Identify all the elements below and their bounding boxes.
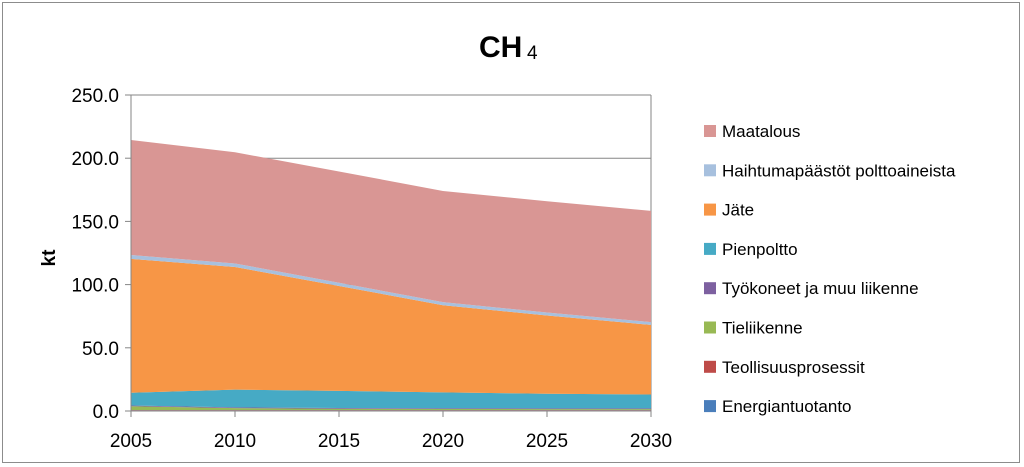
chart-title-main: CH <box>479 31 522 64</box>
legend-item-pienpoltto: Pienpoltto <box>704 240 798 259</box>
legend-label: Haihtumapäästöt polttoaineista <box>722 161 956 180</box>
x-tick-label-5: 2030 <box>630 431 672 452</box>
area-series <box>131 139 651 411</box>
legend-label: Tieliikenne <box>722 319 803 338</box>
ch4-area-chart: CH 4 kt 0.0 50.0 100.0 150.0 200.0 250.0 2005 2… <box>39 31 956 452</box>
legend-swatch <box>704 242 716 255</box>
x-tick-label-0: 2005 <box>110 431 152 452</box>
axes: 0.0 50.0 100.0 150.0 200.0 250.0 2005 2010 2015 2… <box>71 86 672 452</box>
y-tick-label-2: 100.0 <box>71 276 119 297</box>
legend-label: Työkoneet ja muu liikenne <box>722 279 919 298</box>
legend-item-energiantuotanto: Energiantuotanto <box>704 397 852 416</box>
y-tick-label-0: 0.0 <box>93 402 119 423</box>
chart-title-subscript: 4 <box>527 43 538 64</box>
legend-label: Maatalous <box>722 122 800 141</box>
area-haihtumap-st-t-polttoaineista <box>131 255 651 325</box>
x-tick-label-3: 2020 <box>422 431 464 452</box>
y-tick-label-3: 150.0 <box>71 212 119 233</box>
x-tick-label-4: 2025 <box>526 431 568 452</box>
y-tick-label-5: 250.0 <box>71 86 119 107</box>
legend-swatch <box>704 125 716 137</box>
legend-item-ty-koneet-ja-muu-liikenne: Työkoneet ja muu liikenne <box>704 279 919 298</box>
legend-label: Energiantuotanto <box>722 397 852 416</box>
x-tick-label-2: 2015 <box>318 431 360 452</box>
legend-item-maatalous: Maatalous <box>704 122 800 141</box>
chart-title: CH 4 <box>479 31 538 64</box>
legend-item-j-te: Jäte <box>704 201 754 220</box>
legend-item-haihtumap-st-t-polttoaineista: Haihtumapäästöt polttoaineista <box>704 161 956 180</box>
legend-swatch <box>704 203 716 216</box>
area-j-te <box>131 258 651 395</box>
legend-item-tieliikenne: Tieliikenne <box>704 319 803 338</box>
x-tick-label-1: 2010 <box>214 431 256 452</box>
legend-item-teollisuusprosessit: Teollisuusprosessit <box>704 358 865 377</box>
legend-label: Teollisuusprosessit <box>722 358 865 377</box>
area-ty-koneet-ja-muu-liikenne <box>131 405 651 410</box>
legend-swatch <box>704 164 716 177</box>
legend: Maatalous Haihtumapäästöt polttoaineista J… <box>704 122 956 416</box>
legend-label: Jäte <box>722 201 754 220</box>
area-tieliikenne <box>131 406 651 410</box>
legend-swatch <box>704 400 716 413</box>
legend-label: Pienpoltto <box>722 240 798 259</box>
legend-swatch <box>704 321 716 334</box>
y-axis-label: kt <box>39 249 60 267</box>
y-tick-label-1: 50.0 <box>82 339 119 360</box>
area-maatalous <box>131 139 651 323</box>
legend-swatch <box>704 360 716 373</box>
legend-swatch <box>704 282 716 295</box>
y-tick-label-4: 200.0 <box>71 149 119 170</box>
area-pienpoltto <box>131 389 651 409</box>
